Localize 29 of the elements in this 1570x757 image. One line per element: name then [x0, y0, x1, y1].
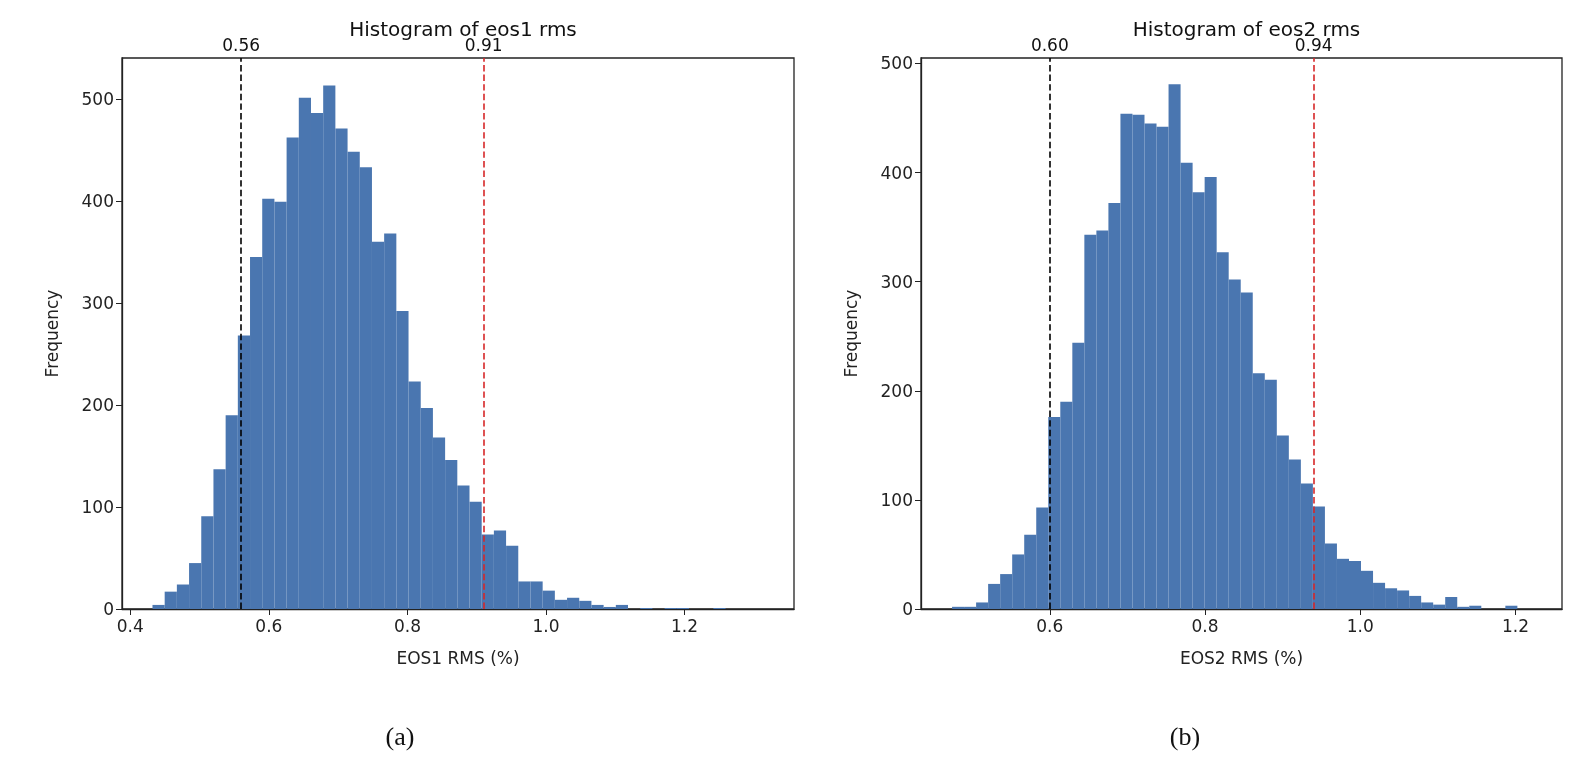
y-tick-label: 100: [880, 489, 913, 510]
text: (a): [385, 721, 415, 751]
y-axis-title: Frequency: [41, 289, 62, 378]
x-tick-label: 0.6: [255, 615, 283, 636]
y-tick-label: 200: [81, 394, 114, 415]
y-tick-label: 300: [81, 292, 114, 313]
y-tick-label: 500: [81, 88, 114, 109]
x-tick-label: 0.8: [1191, 615, 1219, 636]
y-tick-label: 400: [880, 162, 913, 183]
x-tick-label: 1.2: [671, 615, 699, 636]
y-tick-label: 400: [81, 190, 114, 211]
ref-line-label: 0.60: [1030, 34, 1069, 55]
x-tick-label: 0.6: [1036, 615, 1064, 636]
ref-line-label: 0.56: [222, 34, 261, 55]
y-tick-label: 100: [81, 496, 114, 517]
y-tick-label: 200: [880, 380, 913, 401]
y-axis-title: Frequency: [840, 289, 861, 378]
x-tick-label: 0.4: [116, 615, 144, 636]
x-tick-label: 1.0: [532, 615, 560, 636]
y-tick-label: 0: [103, 599, 114, 619]
text: (b): [1169, 721, 1201, 751]
y-tick-label: 300: [880, 271, 913, 292]
x-tick-label: 1.2: [1501, 615, 1529, 636]
y-tick-label: 500: [880, 53, 913, 74]
x-tick-label: 1.0: [1346, 615, 1374, 636]
y-tick-label: 0: [902, 599, 913, 619]
x-axis-title: EOS1 RMS (%): [396, 647, 520, 668]
x-axis-title: EOS2 RMS (%): [1179, 647, 1304, 668]
x-tick-label: 0.8: [393, 615, 421, 636]
